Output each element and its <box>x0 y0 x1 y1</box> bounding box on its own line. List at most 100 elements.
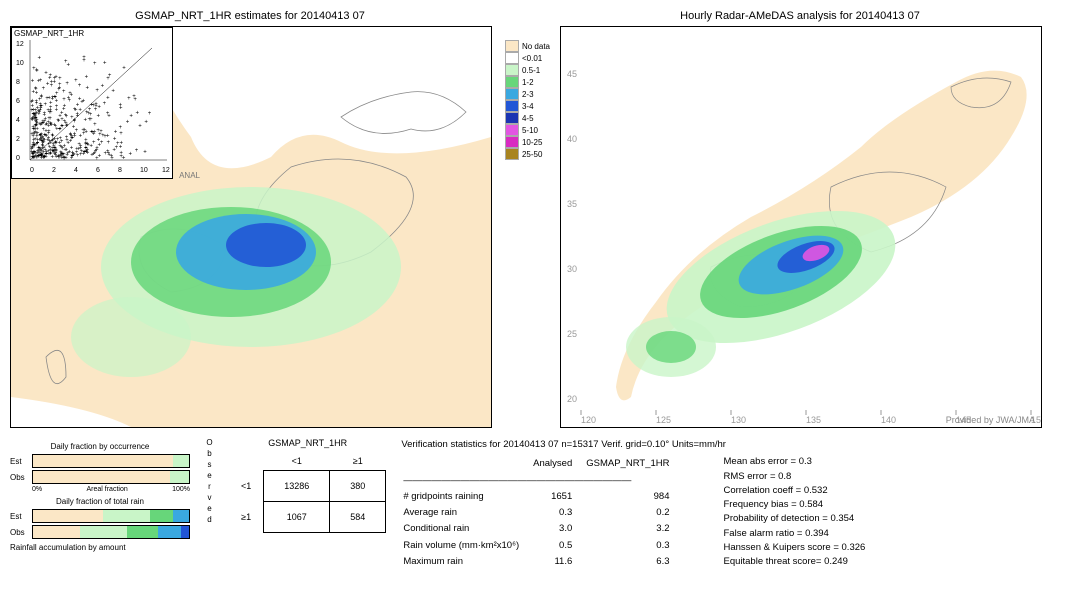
svg-text:+: + <box>49 101 53 107</box>
fraction-seg <box>103 510 150 522</box>
right-map-title: Hourly Radar-AMeDAS analysis for 2014041… <box>560 10 1040 22</box>
cell-11: 584 <box>330 502 386 533</box>
svg-text:+: + <box>39 134 43 140</box>
fraction-seg <box>150 510 173 522</box>
svg-text:+: + <box>67 98 71 104</box>
svg-text:+: + <box>47 129 51 135</box>
legend-item: 25-50 <box>505 148 550 160</box>
stats-row: Rain volume (mm·km²x10⁶)0.50.3 <box>403 539 681 553</box>
svg-text:+: + <box>30 155 34 161</box>
svg-text:+: + <box>35 67 39 73</box>
svg-text:+: + <box>111 89 115 95</box>
right-map-panel: Hourly Radar-AMeDAS analysis for 2014041… <box>560 10 1040 428</box>
svg-text:8: 8 <box>118 167 122 174</box>
fraction-seg <box>173 455 189 467</box>
svg-text:+: + <box>148 111 152 117</box>
stats-header: Verification statistics for 20140413 07 … <box>401 438 1070 452</box>
color-legend: No data<0.010.5-11-22-33-44-55-1010-2525… <box>505 40 550 160</box>
svg-text:+: + <box>60 145 64 151</box>
legend-label: 2-3 <box>522 90 534 99</box>
svg-text:+: + <box>48 73 52 79</box>
svg-text:40: 40 <box>567 134 577 144</box>
metric-line: RMS error = 0.8 <box>724 470 866 484</box>
metric-line: Equitable threat score= 0.249 <box>724 555 866 569</box>
svg-text:+: + <box>103 101 107 107</box>
metric-line: Probability of detection = 0.354 <box>724 512 866 526</box>
svg-text:+: + <box>119 103 123 109</box>
svg-text:+: + <box>35 110 39 116</box>
legend-swatch <box>505 136 519 148</box>
svg-text:+: + <box>144 120 148 126</box>
svg-text:+: + <box>112 148 116 154</box>
stats-table: Analysed GSMAP_NRT_1HR —————————————————… <box>401 455 683 571</box>
cell-00: 13286 <box>264 471 330 502</box>
svg-text:+: + <box>82 58 86 64</box>
stats-row: Average rain0.30.2 <box>403 506 681 520</box>
metric-line: False alarm ratio = 0.394 <box>724 527 866 541</box>
svg-text:+: + <box>107 152 111 158</box>
svg-text:+: + <box>65 123 69 129</box>
contingency-panel: GSMAP_NRT_1HR <1≥1 <1 13286 380 ≥1 1067 … <box>229 438 386 533</box>
legend-item: No data <box>505 40 550 52</box>
fraction-seg <box>33 471 170 483</box>
svg-text:+: + <box>51 138 55 144</box>
occ-est-bar <box>32 454 190 468</box>
svg-text:+: + <box>119 150 123 156</box>
svg-text:+: + <box>66 151 70 157</box>
sth1: Analysed <box>533 457 584 471</box>
svg-text:+: + <box>78 83 82 89</box>
svg-text:+: + <box>135 148 139 154</box>
legend-item: 3-4 <box>505 100 550 112</box>
svg-text:+: + <box>42 146 46 152</box>
svg-text:+: + <box>93 61 97 67</box>
svg-text:+: + <box>35 121 39 127</box>
svg-text:45: 45 <box>567 69 577 79</box>
legend-swatch <box>505 124 519 136</box>
svg-text:+: + <box>129 114 133 120</box>
svg-text:+: + <box>39 78 43 84</box>
inset-svg: ++++++++++++++++++++++++++++++++++++++++… <box>12 28 172 178</box>
svg-text:+: + <box>53 79 57 85</box>
svg-text:+: + <box>129 152 133 158</box>
legend-label: 10-25 <box>522 138 542 147</box>
legend-label: 1-2 <box>522 78 534 87</box>
left-map-box: GSMAP_NRT_1HR ++++++++++++++++++++++++++… <box>10 26 492 428</box>
svg-text:+: + <box>103 134 107 140</box>
svg-text:+: + <box>138 123 142 129</box>
svg-text:+: + <box>122 66 126 72</box>
svg-text:+: + <box>58 82 62 88</box>
svg-text:25: 25 <box>567 329 577 339</box>
svg-text:+: + <box>95 88 99 94</box>
legend-item: 2-3 <box>505 88 550 100</box>
right-map-svg: 12012513013514014515 454035302520 <box>561 27 1041 427</box>
tot-title: Daily fraction of total rain <box>10 497 190 506</box>
legend-swatch <box>505 64 519 76</box>
svg-text:+: + <box>70 92 74 98</box>
svg-text:+: + <box>86 86 90 92</box>
left-map-title: GSMAP_NRT_1HR estimates for 20140413 07 <box>10 10 490 22</box>
occ-obs-bar <box>32 470 190 484</box>
svg-text:+: + <box>87 117 91 123</box>
legend-swatch <box>505 52 519 64</box>
svg-text:+: + <box>65 114 69 120</box>
stats-row: Conditional rain3.03.2 <box>403 522 681 536</box>
svg-text:2: 2 <box>16 136 20 143</box>
svg-text:120: 120 <box>581 415 596 425</box>
svg-text:+: + <box>103 60 107 66</box>
top-row: GSMAP_NRT_1HR estimates for 20140413 07 <box>10 10 1070 428</box>
svg-text:+: + <box>40 95 44 101</box>
inset-label: GSMAP_NRT_1HR <box>14 29 84 38</box>
legend-label: 25-50 <box>522 150 542 159</box>
svg-text:+: + <box>31 78 35 84</box>
svg-text:+: + <box>42 155 46 161</box>
contingency-title: GSMAP_NRT_1HR <box>229 438 386 448</box>
svg-text:+: + <box>114 129 118 135</box>
col-lt1: <1 <box>264 452 330 471</box>
metric-line: Correlation coeff = 0.532 <box>724 484 866 498</box>
svg-text:+: + <box>37 55 41 61</box>
svg-text:+: + <box>101 84 105 90</box>
legend-label: No data <box>522 42 550 51</box>
svg-text:12: 12 <box>16 41 24 48</box>
cell-10: 1067 <box>264 502 330 533</box>
svg-text:+: + <box>96 113 100 119</box>
